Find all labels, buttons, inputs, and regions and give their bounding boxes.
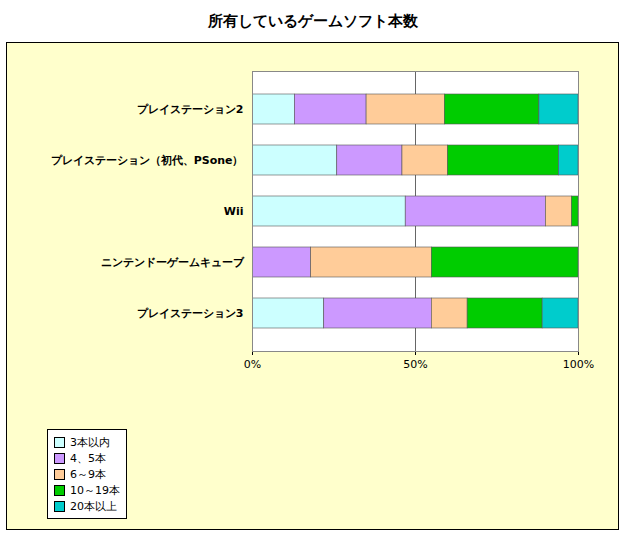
svg-text:50%: 50%	[403, 358, 427, 371]
html-text:6～9本: 6～9本	[70, 467, 106, 481]
svg-text:プレイステーション（初代、PSone）: プレイステーション（初代、PSone）	[51, 154, 244, 167]
svg-text:100%: 100%	[563, 358, 594, 371]
html-text:3本以内: 3本以内	[70, 435, 110, 449]
html-text:4、5本: 4、5本	[70, 451, 106, 465]
svg-text:ニンテンドーゲームキューブ: ニンテンドーゲームキューブ	[101, 256, 245, 269]
svg-text:プレイステーション2: プレイステーション2	[137, 103, 244, 116]
html-text:所有しているゲームソフト本数: 所有しているゲームソフト本数	[207, 12, 418, 30]
html-text:20本以上: 20本以上	[70, 499, 117, 513]
svg-text:プレイステーション3: プレイステーション3	[137, 307, 244, 320]
html-text:10～19本: 10～19本	[70, 483, 120, 497]
svg-text:Wii: Wii	[224, 205, 244, 218]
svg-text:0%: 0%	[244, 358, 261, 371]
